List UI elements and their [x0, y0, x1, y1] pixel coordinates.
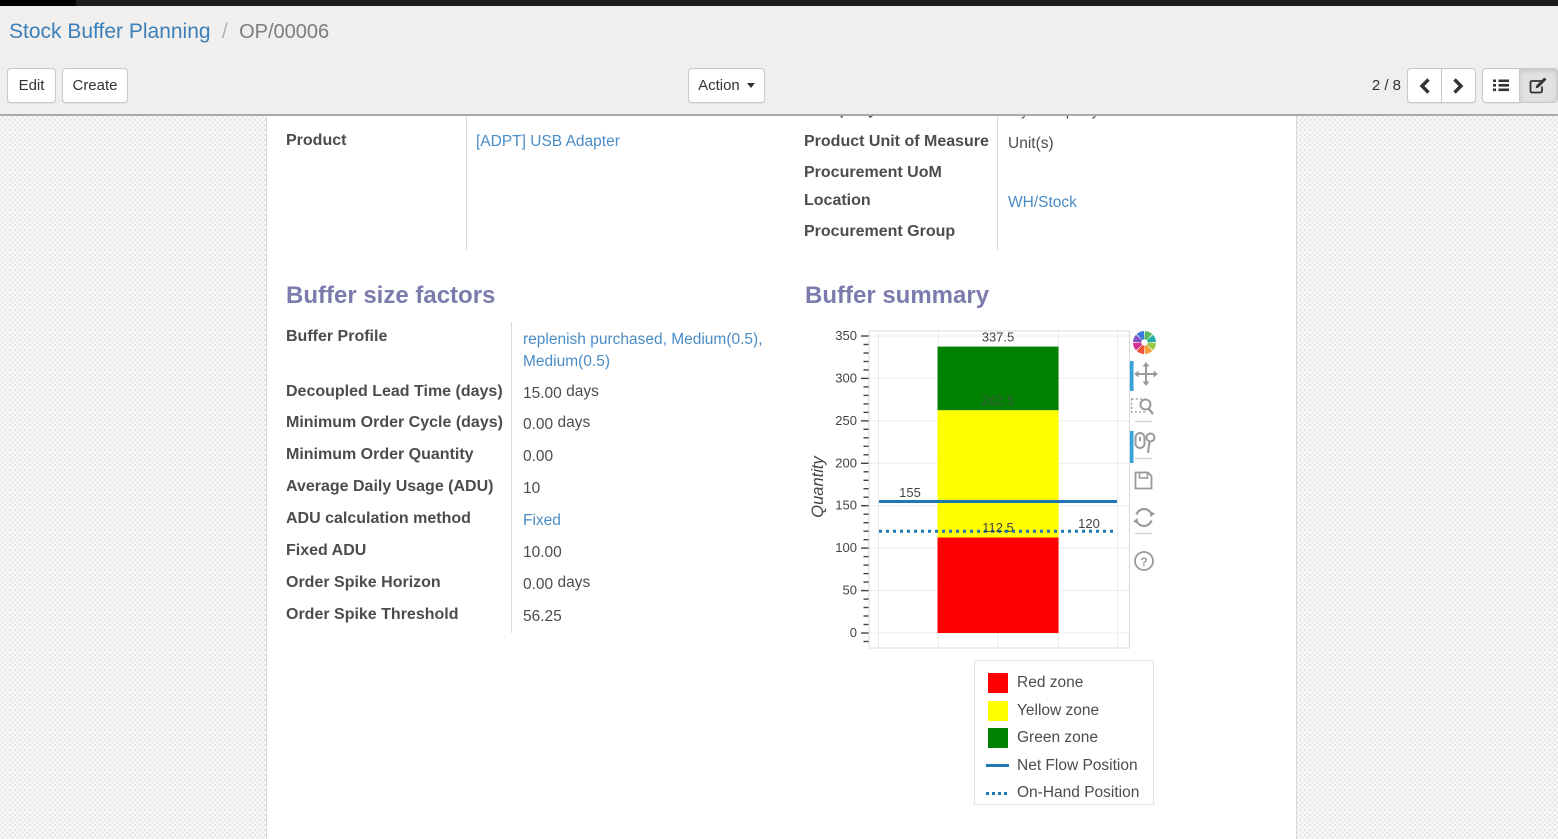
svg-text:337.5: 337.5	[982, 330, 1015, 345]
svg-text:0: 0	[850, 625, 857, 640]
svg-text:350: 350	[835, 328, 857, 343]
svg-text:120: 120	[1078, 516, 1100, 531]
svg-text:?: ?	[1140, 555, 1147, 569]
svg-text:155: 155	[899, 485, 921, 500]
svg-text:50: 50	[843, 583, 857, 598]
svg-text:112.5: 112.5	[982, 520, 1014, 535]
svg-text:200: 200	[835, 455, 857, 470]
svg-text:300: 300	[835, 370, 857, 385]
svg-text:250: 250	[835, 413, 857, 428]
svg-text:150: 150	[835, 498, 857, 513]
svg-text:Quantity: Quantity	[809, 455, 827, 518]
svg-text:262.5: 262.5	[982, 393, 1015, 408]
svg-text:100: 100	[835, 540, 857, 555]
